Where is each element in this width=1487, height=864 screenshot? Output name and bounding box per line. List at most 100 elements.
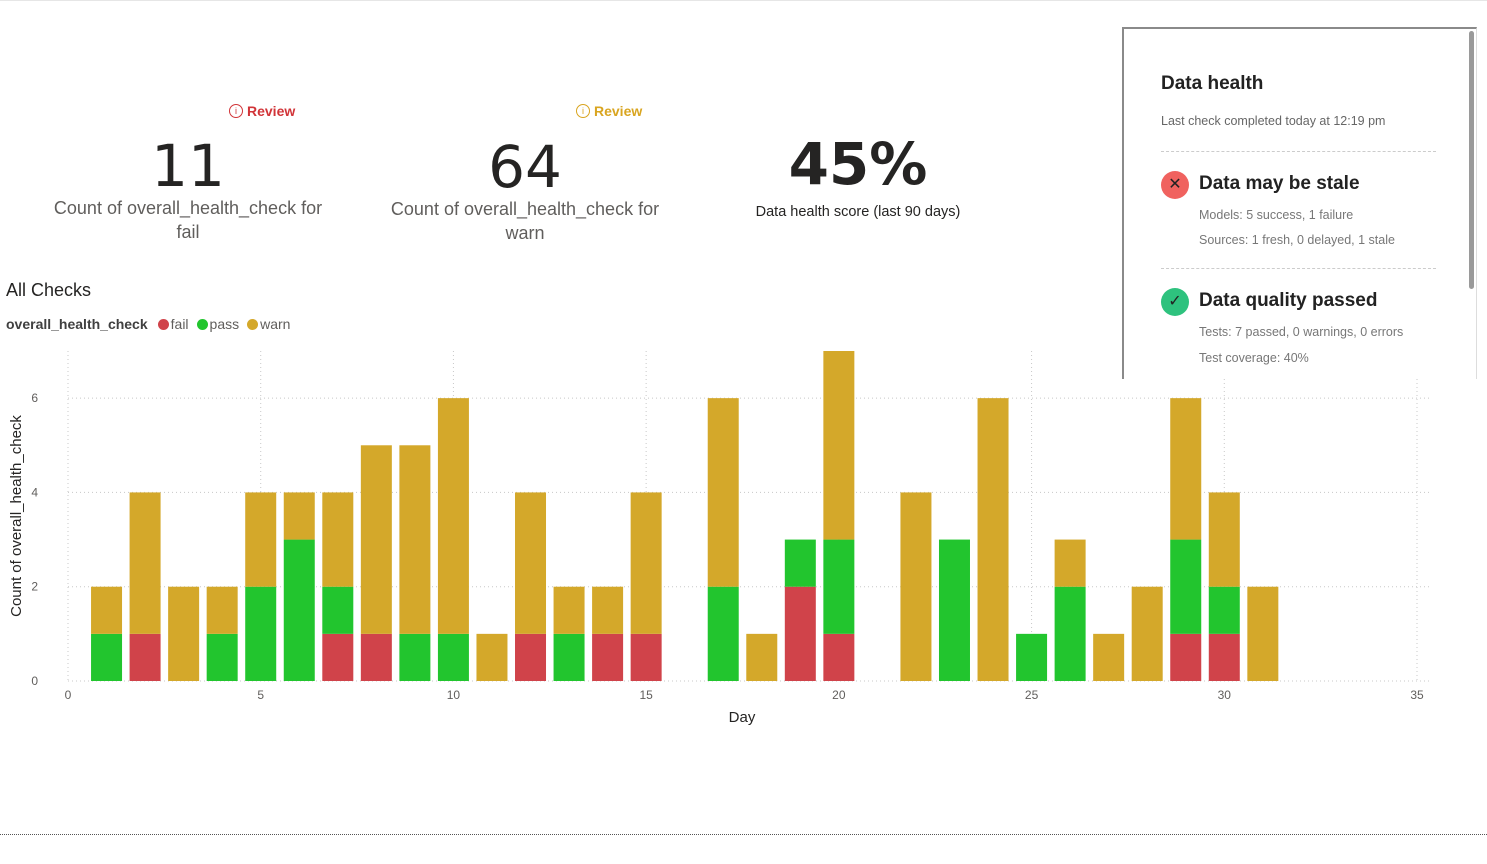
bar-fail-day-2[interactable] [129,633,161,681]
bar-fail-day-14[interactable] [592,633,624,681]
bar-warn-day-5[interactable] [245,492,277,587]
bar-warn-day-24[interactable] [977,398,1009,681]
bar-warn-day-11[interactable] [476,633,508,681]
bar-warn-day-12[interactable] [515,492,547,634]
bar-warn-day-10[interactable] [437,398,469,634]
bar-pass-day-23[interactable] [938,539,970,681]
x-circle-icon: ✕ [1161,171,1189,199]
warn-review-badge[interactable]: i Review [576,103,642,119]
status-detail: Sources: 1 fresh, 0 delayed, 1 stale [1199,233,1395,247]
bar-warn-day-18[interactable] [746,633,778,681]
bar-pass-day-13[interactable] [553,633,585,681]
status-title: Data may be stale [1199,173,1360,194]
bar-warn-day-17[interactable] [707,398,739,587]
kpi-label: Data health score (last 90 days) [755,204,961,220]
bar-fail-day-15[interactable] [630,633,662,681]
check-circle-icon: ✓ [1161,288,1189,316]
bar-warn-day-22[interactable] [900,492,932,681]
y-tick-label: 0 [31,674,38,688]
bar-pass-day-19[interactable] [784,539,816,587]
bar-pass-day-30[interactable] [1208,586,1240,634]
bar-pass-day-5[interactable] [245,586,277,681]
bar-fail-day-8[interactable] [360,633,392,681]
bar-warn-day-28[interactable] [1131,586,1163,681]
bar-warn-day-30[interactable] [1208,492,1240,587]
bar-warn-day-7[interactable] [322,492,354,587]
bar-warn-day-26[interactable] [1054,539,1086,587]
bar-pass-day-9[interactable] [399,633,431,681]
kpi-label: Count of overall_health_check for warn [390,199,660,243]
bar-warn-day-2[interactable] [129,492,161,634]
bar-warn-day-9[interactable] [399,445,431,634]
scrollbar[interactable] [1469,31,1474,289]
chart-title: All Checks [6,280,92,300]
status-detail: Tests: 7 passed, 0 warnings, 0 errors [1199,325,1404,339]
legend-dot [196,318,208,330]
bar-pass-day-7[interactable] [322,586,354,634]
bar-fail-day-30[interactable] [1208,633,1240,681]
bar-fail-day-7[interactable] [322,633,354,681]
bar-pass-day-20[interactable] [823,539,855,634]
bar-warn-day-20[interactable] [823,351,855,540]
bar-pass-day-26[interactable] [1054,586,1086,681]
bar-warn-day-6[interactable] [283,492,315,540]
x-tick-label: 20 [832,688,846,702]
bar-warn-day-13[interactable] [553,586,585,634]
bar-warn-day-4[interactable] [206,586,238,634]
status-detail: Models: 5 success, 1 failure [1199,208,1354,222]
bar-warn-day-14[interactable] [592,586,624,634]
bar-warn-day-1[interactable] [91,586,123,634]
review-label: Review [247,103,296,119]
panel-subtitle: Last check completed today at 12:19 pm [1161,114,1386,128]
bar-pass-day-4[interactable] [206,633,238,681]
bar-fail-day-19[interactable] [784,586,816,681]
x-tick-label: 30 [1218,688,1232,702]
fail-review-badge[interactable]: i Review [229,103,295,119]
legend-item-pass[interactable]: pass [196,316,239,332]
bar-warn-day-29[interactable] [1170,398,1202,540]
x-tick-label: 10 [447,688,461,702]
bar-fail-day-29[interactable] [1170,633,1202,681]
legend-item-warn[interactable]: warn [247,316,290,332]
warn-count-card: 64 Count of overall_health_check for war… [380,137,670,245]
x-tick-label: 5 [257,688,264,702]
fail-count-card: 11 Count of overall_health_check for fai… [40,136,336,244]
bar-fail-day-20[interactable] [823,633,855,681]
bar-warn-day-3[interactable] [168,586,200,681]
y-tick-label: 2 [31,580,38,594]
legend-item-fail[interactable]: fail [157,316,189,332]
data-health-panel: Data health Last check completed today a… [1122,27,1477,379]
bottom-border [0,834,1487,835]
x-tick-label: 15 [639,688,653,702]
top-border [0,0,1487,1]
y-tick-label: 6 [31,391,38,405]
y-axis-label: Count of overall_health_check [8,415,25,617]
bar-pass-day-1[interactable] [91,633,123,681]
x-tick-label: 25 [1025,688,1039,702]
bar-pass-day-6[interactable] [283,539,315,681]
kpi-value: 11 [151,132,225,200]
legend-label: fail [170,316,189,332]
bar-fail-day-12[interactable] [515,633,547,681]
x-axis-label: Day [729,709,756,726]
legend-dot [157,318,169,330]
legend-dot [247,318,259,330]
info-icon: i [576,104,590,118]
bar-pass-day-29[interactable] [1170,539,1202,634]
bar-pass-day-10[interactable] [437,633,469,681]
bar-pass-day-17[interactable] [707,586,739,681]
bar-pass-day-25[interactable] [1016,633,1048,681]
bar-warn-day-27[interactable] [1093,633,1125,681]
bar-warn-day-8[interactable] [360,445,392,634]
status-detail: Test coverage: 40% [1199,351,1309,365]
health-score-card: 45% Data health score (last 90 days) [718,134,998,224]
chart-legend: overall_health_check fail pass warn [6,316,294,332]
bar-warn-day-15[interactable] [630,492,662,634]
panel-title: Data health [1161,73,1264,94]
info-icon: i [229,104,243,118]
kpi-value: 45% [788,130,928,198]
y-tick-label: 4 [31,485,38,499]
kpi-value: 64 [488,133,562,201]
bar-warn-day-31[interactable] [1247,586,1279,681]
